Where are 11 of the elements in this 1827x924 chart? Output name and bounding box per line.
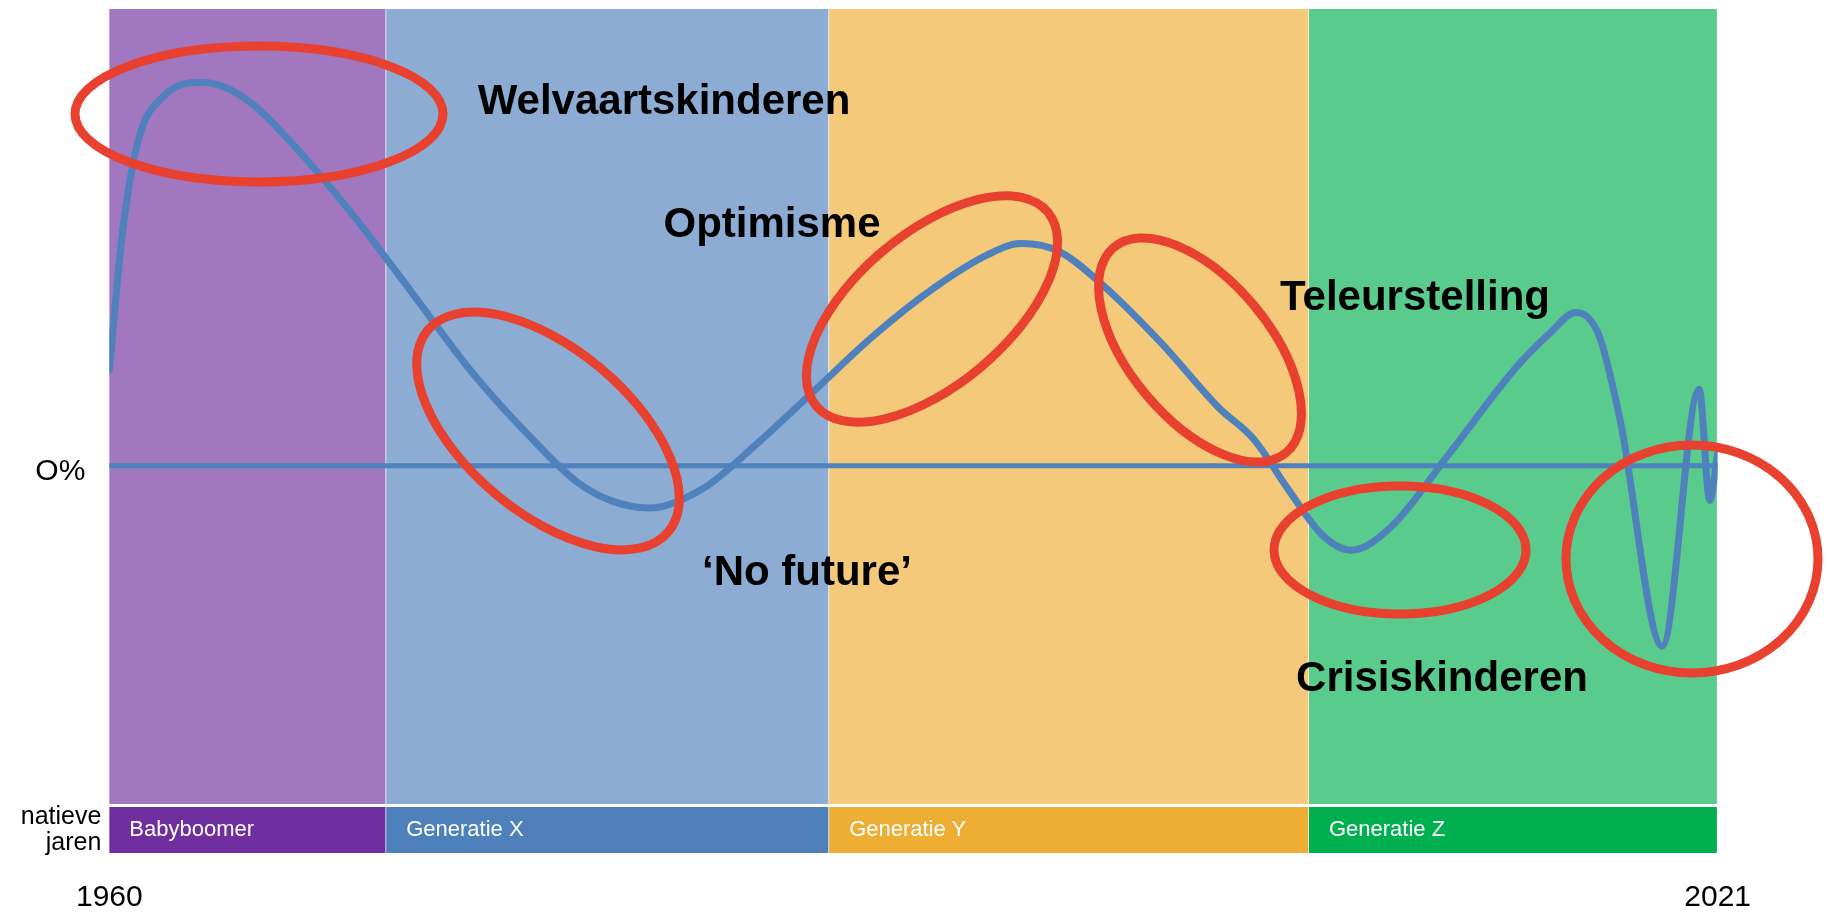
annotation: Optimisme bbox=[663, 198, 881, 246]
band-label: Generatie Y bbox=[849, 816, 967, 842]
band-label: Generatie Z bbox=[1328, 816, 1446, 842]
band-label: Babyboomer bbox=[129, 816, 255, 842]
annotation: Welvaartskinderen bbox=[477, 75, 851, 123]
text: natieve jaren bbox=[20, 800, 102, 855]
x-tick-label: 2021 bbox=[1684, 879, 1752, 913]
ref-line-label: O% bbox=[35, 453, 86, 487]
x-tick-label: 1960 bbox=[75, 879, 143, 913]
band-label: Generatie X bbox=[406, 816, 524, 842]
annotation: ‘No future’ bbox=[702, 546, 912, 594]
